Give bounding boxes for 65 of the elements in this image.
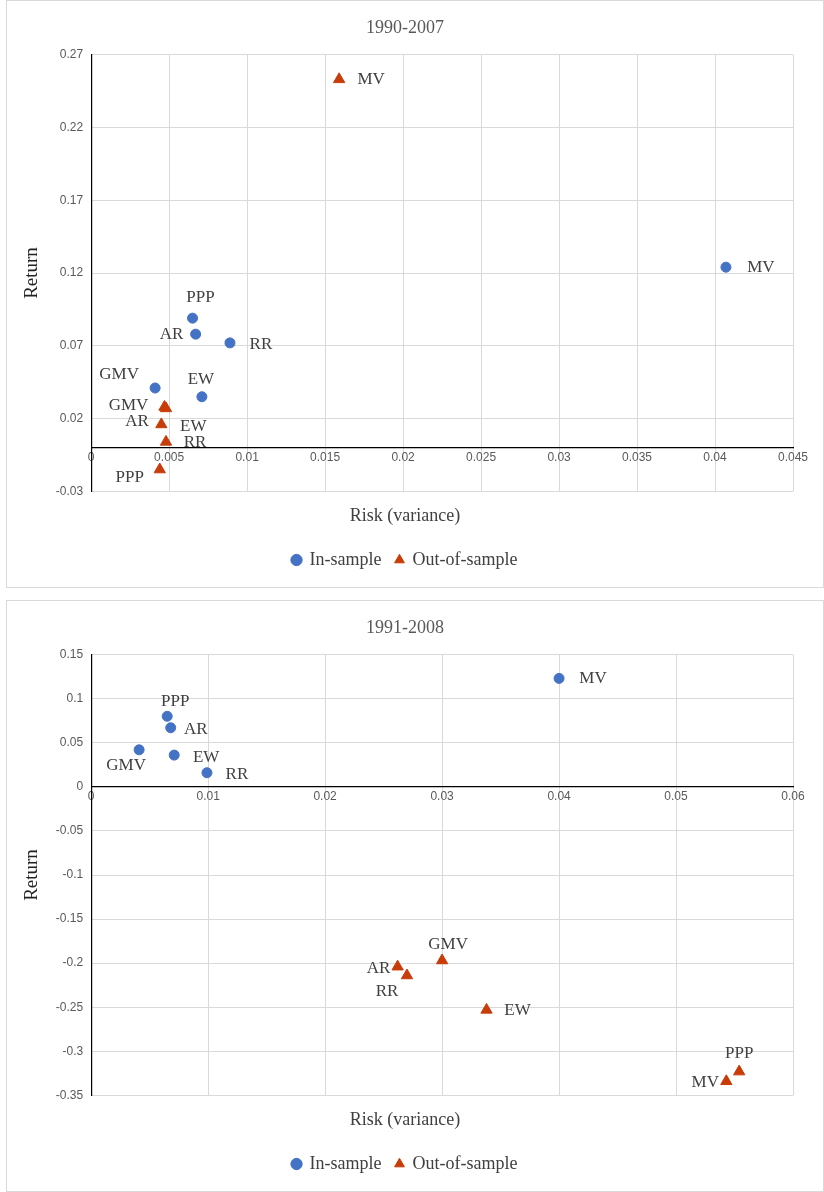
- y-tick-label: 0.05: [59, 735, 84, 750]
- annotation: PPP: [115, 467, 144, 487]
- annotation: GMV: [99, 364, 140, 384]
- legend-label: In-sample: [309, 548, 382, 569]
- legend-label: Out-of-sample: [412, 548, 518, 569]
- x-tick-label: 0.035: [622, 450, 653, 465]
- x-axis-title: Risk (variance): [349, 1108, 461, 1130]
- y-axis-title: Return: [20, 246, 42, 299]
- y-tick-label: 0.15: [59, 646, 84, 661]
- annotation: MV: [747, 256, 776, 276]
- y-tick-label: -0.15: [55, 911, 84, 926]
- y-tick-label: -0.03: [55, 483, 84, 498]
- annotation: PPP: [161, 690, 190, 710]
- legend-label: Out-of-sample: [412, 1152, 518, 1173]
- x-tick-label: 0.01: [235, 450, 260, 465]
- annotation: RR: [249, 334, 273, 354]
- y-tick-label: -0.2: [62, 955, 84, 970]
- y-tick-label: -0.1: [62, 867, 84, 882]
- legend-label: In-sample: [309, 1152, 382, 1173]
- y-tick-label: 0.17: [59, 192, 84, 207]
- annotation: EW: [180, 415, 208, 435]
- y-tick-label: 0.1: [66, 690, 84, 705]
- x-tick-label: 0.005: [154, 450, 185, 465]
- x-tick-label: 0.03: [430, 789, 455, 804]
- chart-title: 1990-2007: [366, 16, 444, 37]
- annotation: GMV: [428, 933, 469, 953]
- annotation: AR: [183, 719, 209, 739]
- y-tick-label: -0.35: [55, 1087, 84, 1102]
- y-axis-title: Return: [20, 848, 42, 901]
- x-tick-label: 0.03: [547, 450, 572, 465]
- x-tick-label: 0.01: [196, 789, 221, 804]
- x-tick-label: 0.015: [310, 450, 341, 465]
- y-tick-label: 0.07: [59, 338, 84, 353]
- annotation: RR: [375, 980, 399, 1000]
- x-tick-label: 0.02: [313, 789, 338, 804]
- x-tick-label: 0.05: [664, 789, 689, 804]
- y-tick-label: 0.02: [59, 410, 84, 425]
- chart-title: 1991-2008: [366, 616, 444, 637]
- x-tick-label: 0.06: [781, 789, 805, 804]
- annotation: AR: [159, 323, 185, 343]
- annotation: RR: [225, 764, 249, 784]
- x-tick-label: 0.025: [466, 450, 497, 465]
- y-tick-label: 0: [76, 779, 84, 794]
- annotation: MV: [691, 1071, 720, 1091]
- annotation: MV: [579, 667, 608, 687]
- annotation: PPP: [186, 286, 215, 306]
- y-tick-label: -0.25: [55, 999, 84, 1014]
- annotation: PPP: [725, 1043, 754, 1063]
- x-tick-label: 0.04: [547, 789, 572, 804]
- x-axis-title: Risk (variance): [349, 504, 461, 526]
- x-tick-label: 0.045: [777, 450, 809, 465]
- annotation: EW: [187, 369, 216, 389]
- annotation: MV: [357, 68, 386, 88]
- annotation: GMV: [106, 755, 147, 775]
- y-tick-label: -0.3: [62, 1043, 84, 1058]
- x-tick-label: 0.04: [703, 450, 728, 465]
- y-tick-label: 0.27: [59, 46, 84, 61]
- annotation: AR: [366, 958, 392, 978]
- y-tick-label: 0.12: [59, 265, 84, 280]
- annotation: RR: [183, 432, 208, 452]
- x-tick-label: 0.02: [391, 450, 416, 465]
- annotation: EW: [192, 746, 221, 766]
- annotation: EW: [504, 1000, 532, 1020]
- y-tick-label: -0.05: [55, 823, 84, 838]
- y-tick-label: 0.22: [59, 119, 84, 134]
